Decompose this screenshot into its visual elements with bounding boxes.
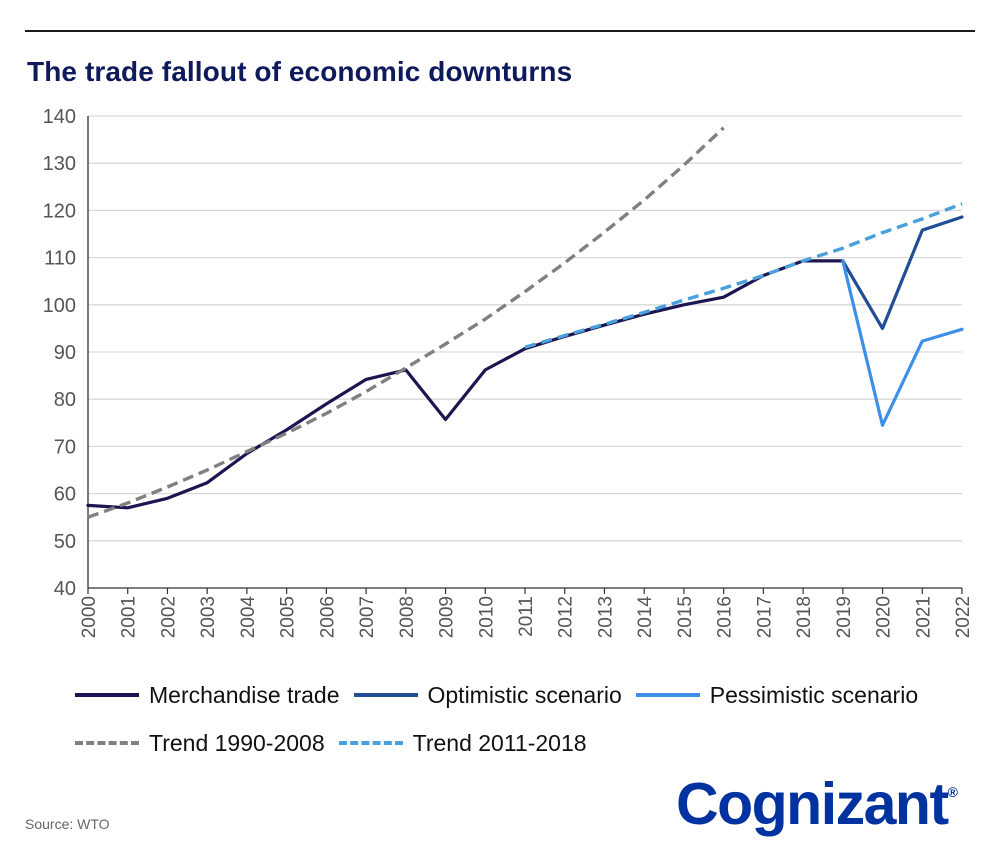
page-title: The trade fallout of economic downturns (27, 56, 573, 87)
y-tick-label-40: 40 (54, 578, 76, 600)
legend-swatch-pessimistic-scenario (635, 693, 700, 697)
x-tick-label-2002: 2002 (158, 596, 179, 638)
x-tick-label-2015: 2015 (675, 596, 696, 638)
legend-item-merchandise-trade: Merchandise trade (75, 682, 340, 709)
legend-swatch-optimistic-scenario (353, 693, 418, 697)
series-line-trend-1990-2008 (87, 126, 725, 519)
x-tick-label-2009: 2009 (437, 596, 458, 638)
series-line-optimistic-scenario (841, 215, 964, 330)
grid-lines (88, 115, 962, 542)
x-tick-label-2016: 2016 (715, 596, 736, 638)
y-tick-label-70: 70 (54, 436, 76, 458)
x-tick-label-2008: 2008 (397, 596, 418, 638)
legend-label-trend-2011-2018: Trend 2011-2018 (412, 729, 587, 756)
y-tick-label-110: 110 (44, 248, 76, 270)
legend-label-optimistic-scenario: Optimistic scenario (427, 681, 622, 708)
legend-item-optimistic-scenario: Optimistic scenario (353, 681, 622, 709)
x-tick-label-2001: 2001 (119, 596, 140, 638)
legend: Merchandise trade Optimistic scenario Pe… (75, 678, 975, 774)
legend-item-trend-2011-2018: Trend 2011-2018 (338, 729, 587, 757)
series-line-merchandise-trade (86, 259, 845, 510)
x-tick-label-2005: 2005 (278, 596, 299, 638)
y-tick-label-90: 90 (54, 342, 76, 364)
series-line-trend-2011-2018 (524, 202, 963, 349)
legend-item-trend-1990-2008: Trend 1990-2008 (75, 730, 325, 757)
y-tick-label-130: 130 (43, 153, 76, 175)
series-lines (86, 126, 964, 519)
y-tick-label-60: 60 (54, 484, 76, 506)
legend-swatch-merchandise-trade (75, 693, 139, 697)
x-tick-label-2012: 2012 (556, 596, 577, 638)
x-tick-label-2022: 2022 (953, 596, 974, 638)
x-tick-labels: 2000 2001 2002 2003 2004 2005 2006 2007 2008 2009… (79, 596, 974, 639)
y-tick-label-120: 120 (43, 200, 76, 222)
x-tick-label-2014: 2014 (635, 596, 656, 639)
series-line-pessimistic-scenario (841, 259, 964, 427)
legend-label-pessimistic-scenario: Pessimistic scenario (709, 681, 919, 708)
y-tick-label-50: 50 (54, 531, 76, 553)
x-tick-label-2011: 2011 (516, 596, 537, 637)
y-tick-label-140: 140 (43, 106, 76, 128)
legend-swatch-trend-1990-2008 (75, 741, 139, 745)
line-chart: 40 50 60 70 80 90 100 110 120 130 140 2000 2001 2002… (43, 106, 974, 639)
top-rule (25, 30, 975, 32)
x-tick-label-2007: 2007 (357, 596, 378, 638)
x-tick-label-2017: 2017 (754, 596, 775, 638)
legend-label-merchandise-trade: Merchandise trade (149, 681, 340, 708)
y-tick-label-100: 100 (43, 295, 76, 317)
x-tick-label-2004: 2004 (238, 596, 259, 639)
legend-row-1: Merchandise trade Optimistic scenario Pe… (75, 678, 975, 712)
x-tick-label-2013: 2013 (595, 596, 616, 638)
legend-row-2: Trend 1990-2008 Trend 2011-2018 (75, 726, 975, 760)
x-tick-label-2020: 2020 (874, 596, 895, 638)
x-tick-label-2019: 2019 (834, 596, 855, 638)
x-tick-label-2000: 2000 (79, 596, 100, 638)
y-tick-label-80: 80 (54, 389, 76, 411)
cognizant-logo: Cognizant® (676, 770, 958, 838)
legend-item-pessimistic-scenario: Pessimistic scenario (635, 681, 919, 709)
x-tick-label-2010: 2010 (476, 596, 497, 638)
legend-label-trend-1990-2008: Trend 1990-2008 (149, 729, 325, 756)
y-tick-labels: 40 50 60 70 80 90 100 110 120 130 140 (43, 106, 76, 600)
x-tick-label-2021: 2021 (913, 596, 934, 638)
source-note: Source: WTO (25, 816, 110, 832)
axes (87, 116, 963, 594)
legend-swatch-trend-2011-2018 (338, 741, 403, 745)
x-tick-label-2003: 2003 (198, 596, 219, 638)
logo-text: Cognizant (676, 771, 949, 837)
x-tick-label-2006: 2006 (317, 596, 338, 638)
logo-registered-mark: ® (947, 784, 958, 800)
x-tick-label-2018: 2018 (794, 596, 815, 638)
